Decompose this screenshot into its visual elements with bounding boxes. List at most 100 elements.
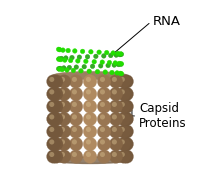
Circle shape bbox=[120, 89, 125, 95]
Circle shape bbox=[109, 125, 123, 138]
Ellipse shape bbox=[52, 71, 128, 80]
Circle shape bbox=[49, 137, 63, 151]
Circle shape bbox=[83, 125, 97, 138]
Circle shape bbox=[60, 127, 65, 132]
Circle shape bbox=[92, 59, 97, 64]
Circle shape bbox=[49, 77, 54, 82]
Circle shape bbox=[116, 62, 121, 67]
Circle shape bbox=[100, 127, 105, 132]
Circle shape bbox=[57, 56, 61, 61]
Circle shape bbox=[61, 48, 65, 52]
Circle shape bbox=[97, 75, 111, 88]
Circle shape bbox=[52, 114, 57, 120]
Circle shape bbox=[86, 127, 91, 132]
Circle shape bbox=[49, 102, 54, 107]
Circle shape bbox=[120, 139, 125, 144]
Circle shape bbox=[120, 87, 134, 101]
Circle shape bbox=[112, 114, 117, 120]
Circle shape bbox=[123, 89, 128, 95]
Circle shape bbox=[72, 89, 77, 95]
Circle shape bbox=[100, 152, 105, 157]
Circle shape bbox=[100, 114, 105, 120]
Circle shape bbox=[119, 71, 124, 76]
Circle shape bbox=[71, 68, 76, 73]
Circle shape bbox=[49, 152, 54, 157]
Circle shape bbox=[98, 64, 103, 68]
Circle shape bbox=[52, 139, 57, 144]
Circle shape bbox=[49, 89, 54, 95]
Circle shape bbox=[112, 63, 117, 67]
Circle shape bbox=[69, 150, 83, 163]
Circle shape bbox=[118, 52, 123, 56]
Circle shape bbox=[97, 112, 111, 126]
Circle shape bbox=[117, 112, 131, 126]
Circle shape bbox=[57, 100, 71, 113]
Circle shape bbox=[116, 51, 120, 56]
Circle shape bbox=[103, 70, 108, 74]
Circle shape bbox=[47, 75, 60, 88]
Circle shape bbox=[60, 102, 65, 107]
Circle shape bbox=[47, 100, 60, 113]
Circle shape bbox=[72, 77, 77, 82]
Circle shape bbox=[120, 102, 125, 107]
Circle shape bbox=[47, 125, 60, 138]
Circle shape bbox=[61, 66, 66, 70]
Circle shape bbox=[123, 127, 128, 132]
Circle shape bbox=[64, 56, 68, 60]
Circle shape bbox=[47, 150, 60, 163]
Circle shape bbox=[111, 51, 115, 55]
Circle shape bbox=[120, 114, 125, 120]
Circle shape bbox=[52, 102, 57, 107]
Circle shape bbox=[112, 139, 117, 144]
Circle shape bbox=[69, 112, 83, 126]
Circle shape bbox=[65, 68, 69, 72]
Circle shape bbox=[49, 125, 63, 138]
Circle shape bbox=[100, 77, 105, 82]
Circle shape bbox=[52, 127, 57, 132]
Circle shape bbox=[95, 69, 100, 74]
Circle shape bbox=[97, 50, 101, 54]
Circle shape bbox=[100, 102, 105, 107]
Circle shape bbox=[109, 87, 123, 101]
Circle shape bbox=[59, 56, 64, 61]
Circle shape bbox=[85, 55, 90, 59]
Circle shape bbox=[123, 114, 128, 120]
Circle shape bbox=[118, 52, 122, 57]
Circle shape bbox=[47, 137, 60, 151]
Circle shape bbox=[52, 77, 57, 82]
Circle shape bbox=[94, 54, 98, 59]
Circle shape bbox=[57, 57, 61, 61]
Circle shape bbox=[115, 71, 119, 75]
Circle shape bbox=[72, 139, 77, 144]
Circle shape bbox=[83, 100, 97, 113]
Circle shape bbox=[107, 60, 112, 65]
Circle shape bbox=[120, 75, 134, 88]
Circle shape bbox=[49, 127, 54, 132]
Circle shape bbox=[82, 64, 86, 69]
Circle shape bbox=[109, 75, 123, 88]
Circle shape bbox=[86, 102, 91, 107]
Circle shape bbox=[120, 127, 125, 132]
Circle shape bbox=[66, 48, 70, 53]
Circle shape bbox=[63, 58, 67, 62]
Circle shape bbox=[87, 69, 91, 74]
Circle shape bbox=[56, 67, 61, 71]
Ellipse shape bbox=[52, 157, 128, 164]
Circle shape bbox=[49, 75, 63, 88]
Circle shape bbox=[117, 87, 131, 101]
Circle shape bbox=[67, 65, 72, 70]
Circle shape bbox=[86, 114, 91, 120]
Circle shape bbox=[109, 100, 123, 113]
Circle shape bbox=[117, 61, 121, 66]
Circle shape bbox=[109, 150, 123, 163]
Circle shape bbox=[117, 100, 131, 113]
Circle shape bbox=[60, 152, 65, 157]
Circle shape bbox=[100, 139, 105, 144]
Circle shape bbox=[109, 137, 123, 151]
Circle shape bbox=[120, 112, 134, 126]
Circle shape bbox=[100, 89, 105, 95]
Circle shape bbox=[49, 112, 63, 126]
Circle shape bbox=[112, 102, 117, 107]
Text: RNA: RNA bbox=[153, 15, 181, 28]
Circle shape bbox=[89, 49, 93, 54]
